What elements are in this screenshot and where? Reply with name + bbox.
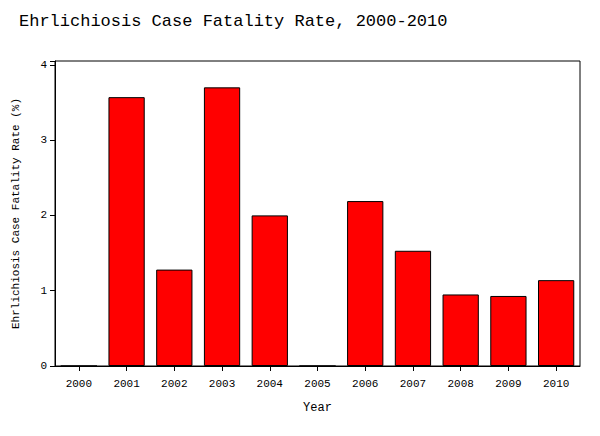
svg-text:4: 4 [40, 59, 47, 71]
svg-text:2008: 2008 [447, 378, 473, 390]
svg-text:2004: 2004 [257, 378, 284, 390]
svg-text:2009: 2009 [495, 378, 521, 390]
svg-text:2000: 2000 [66, 378, 92, 390]
svg-text:2006: 2006 [352, 378, 378, 390]
svg-text:1: 1 [40, 285, 47, 297]
svg-text:Ehrlichiosis Case Fatality Rat: Ehrlichiosis Case Fatality Rate (%) [10, 98, 22, 329]
svg-text:3: 3 [40, 134, 47, 146]
svg-text:2005: 2005 [304, 378, 330, 390]
svg-text:2003: 2003 [209, 378, 235, 390]
svg-text:Year: Year [303, 401, 332, 415]
svg-text:2: 2 [40, 209, 47, 221]
svg-text:2001: 2001 [113, 378, 140, 390]
svg-text:Ehrlichiosis Case Fatality Rat: Ehrlichiosis Case Fatality Rate, 2000-20… [19, 12, 447, 31]
svg-text:2007: 2007 [400, 378, 426, 390]
svg-text:2002: 2002 [161, 378, 187, 390]
svg-text:2010: 2010 [543, 378, 569, 390]
svg-text:0: 0 [40, 360, 47, 372]
